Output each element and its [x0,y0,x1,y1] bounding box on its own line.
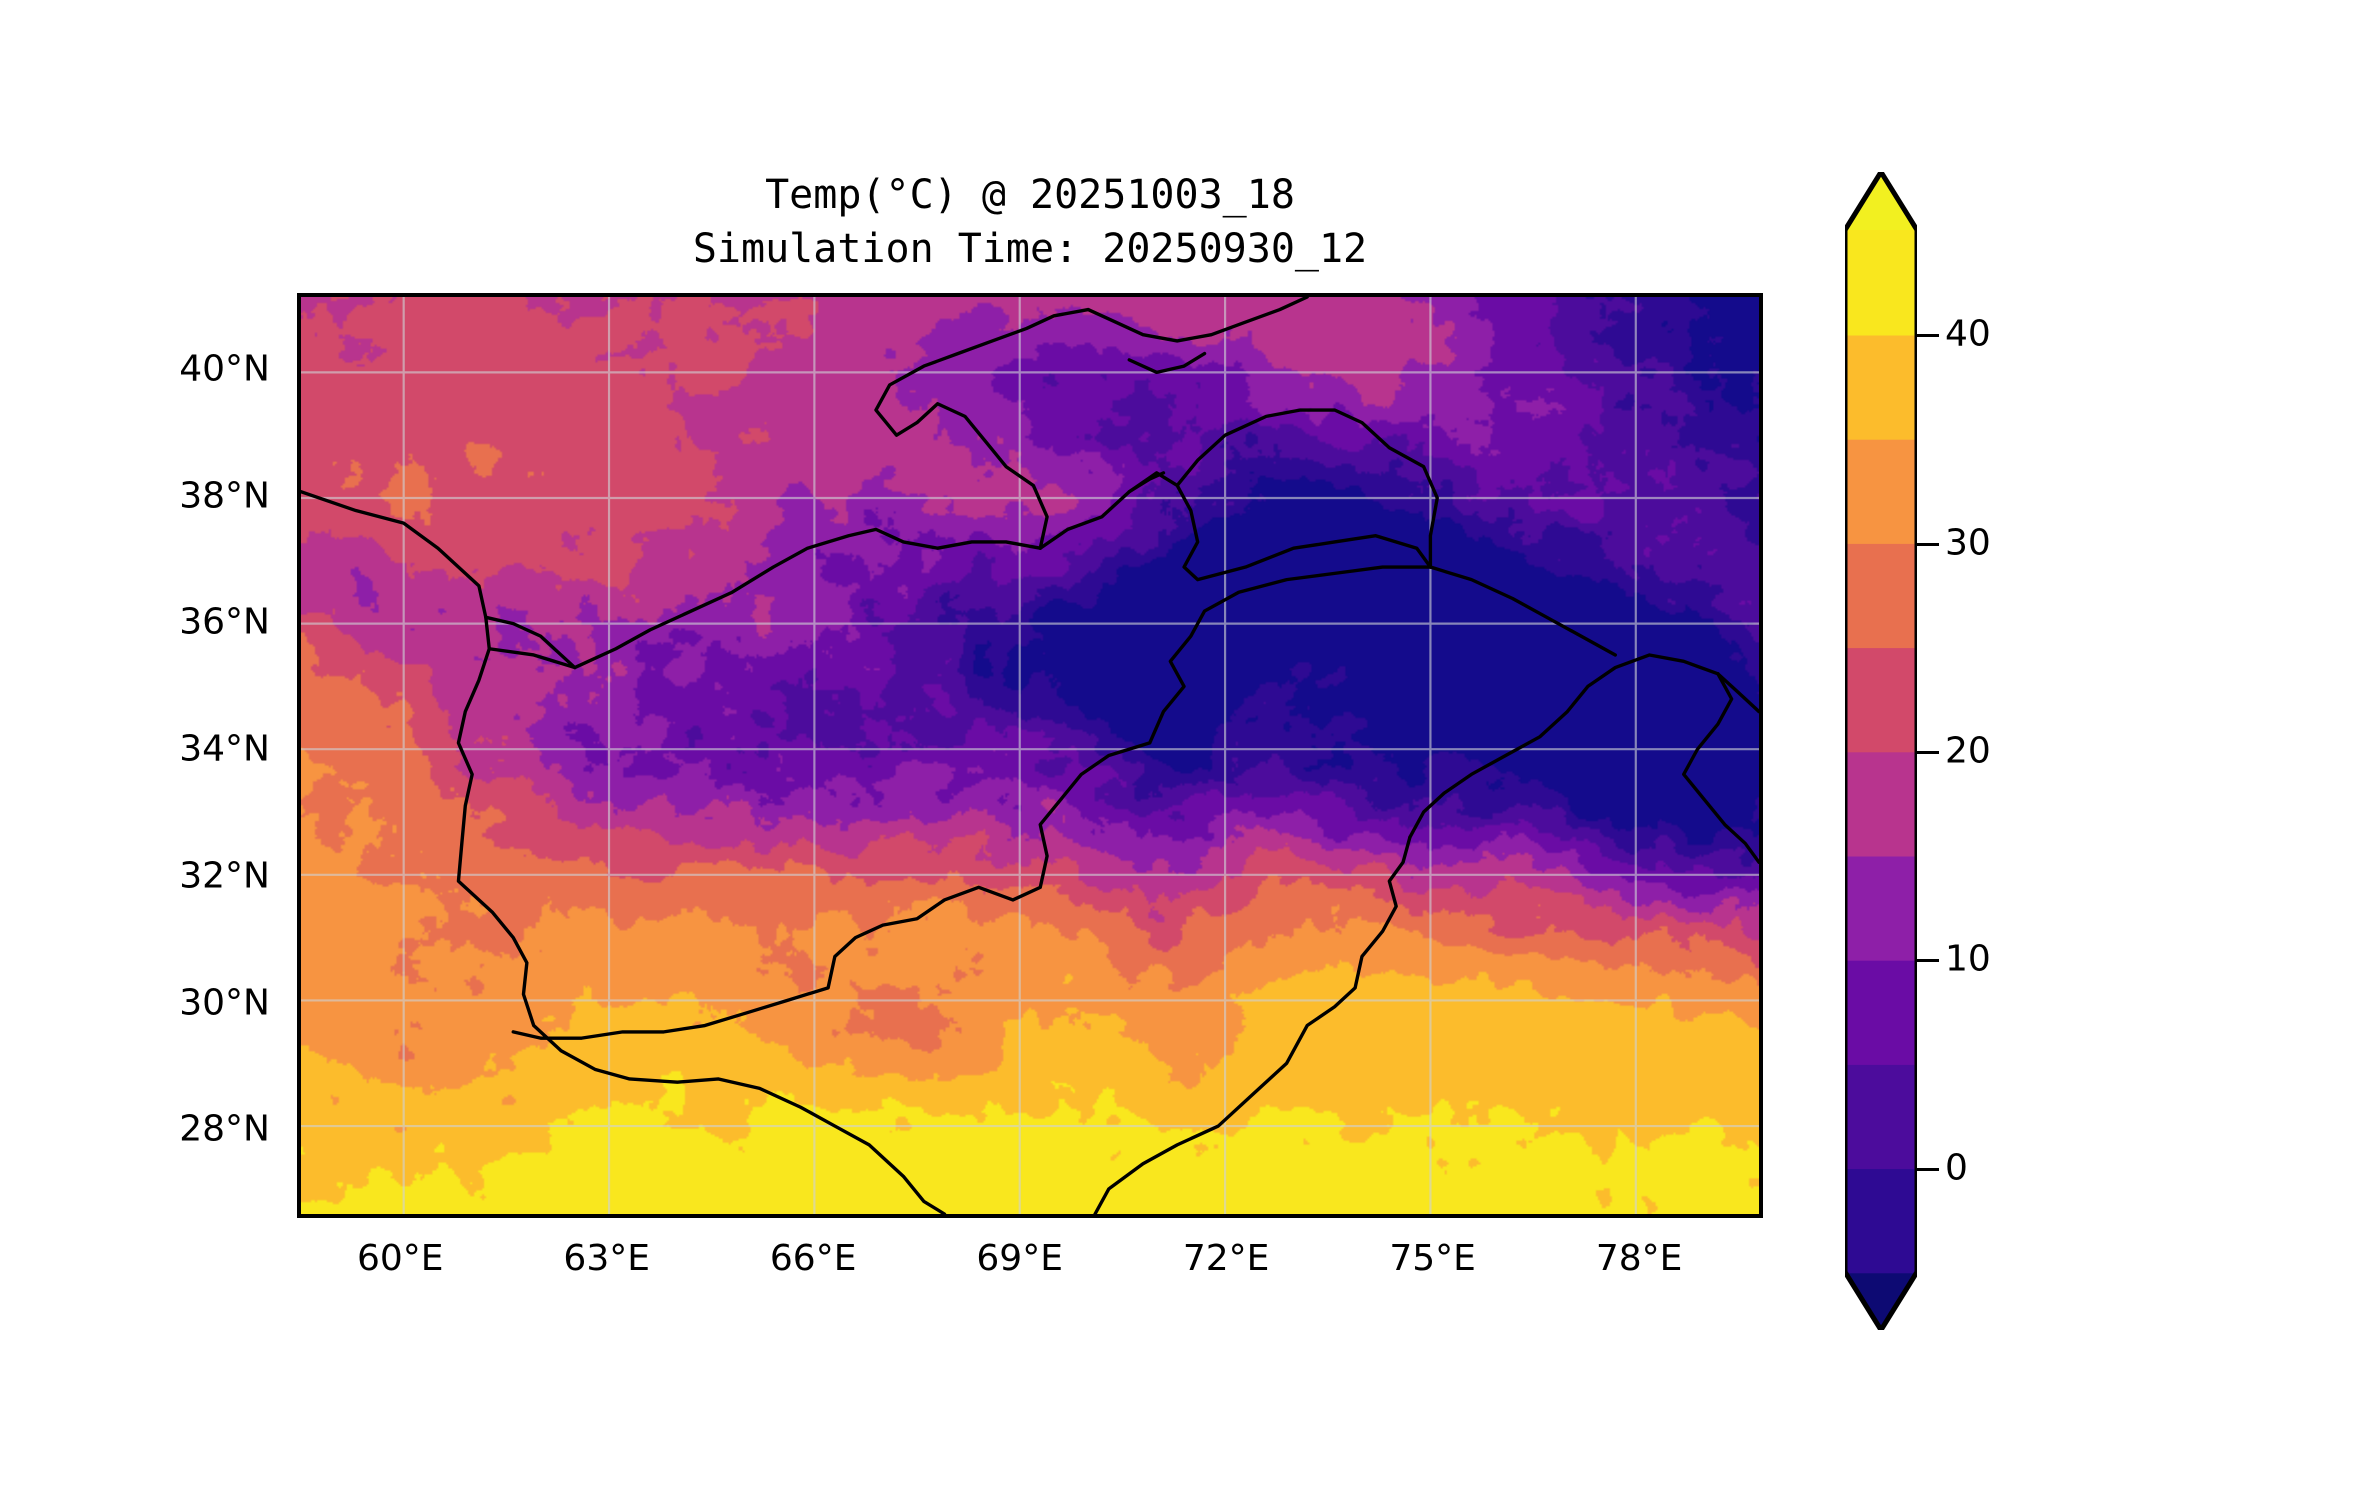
map-axes [297,293,1763,1218]
colorbar-over-arrow [1845,172,1917,230]
longitude-tick-72: 72°E [1182,1238,1270,1279]
latitude-tick-36: 36°N [179,601,270,643]
colorbar-tick-mark-30 [1917,542,1939,546]
latitude-tick-32: 32°N [179,855,270,897]
colorbar-tick-label-40: 40 [1945,313,1991,355]
colorbar-under-arrow [1845,1272,1917,1330]
latitude-tick-28: 28°N [179,1108,270,1150]
colorbar-band-2 [1845,959,1917,1065]
chart-title: Temp(°C) @ 20251003_18 Simulation Time: … [297,168,1763,276]
colorbar-band-9 [1845,230,1917,336]
longitude-tick-63: 63°E [563,1238,650,1279]
longitude-tick-69: 69°E [976,1238,1063,1279]
colorbar-tick-mark-0 [1917,1167,1939,1171]
latitude-tick-38: 38°N [179,475,270,517]
colorbar-band-7 [1845,438,1917,544]
latitude-tick-30: 30°N [179,982,270,1024]
colorbar-band-5 [1845,646,1917,753]
colorbar-band-0 [1845,1167,1917,1274]
colorbar-tick-label-30: 30 [1945,522,1991,564]
colorbar-tick-mark-20 [1917,751,1939,754]
longitude-tick-78: 78°E [1595,1238,1683,1279]
longitude-tick-60: 60°E [356,1238,444,1279]
colorbar-band-6 [1845,542,1917,649]
colorbar-tick-mark-10 [1917,959,1939,963]
colorbar-band-1 [1845,1063,1917,1170]
colorbar-tick-mark-40 [1917,334,1939,338]
longitude-tick-75: 75°E [1389,1238,1476,1279]
latitude-tick-40: 40°N [179,348,270,390]
colorbar-band-3 [1845,855,1917,961]
colorbar-tick-label-0: 0 [1945,1147,1968,1189]
temperature-field [301,297,1759,1214]
colorbar-tick-label-20: 20 [1945,730,1991,772]
longitude-tick-66: 66°E [769,1238,857,1279]
colorbar-band-4 [1845,751,1917,857]
colorbar-band-8 [1845,334,1917,440]
title-line-2: Simulation Time: 20250930_12 [692,226,1368,272]
title-line-1: Temp(°C) @ 20251003_18 [765,172,1295,218]
colorbar-tick-label-10: 10 [1945,938,1991,980]
latitude-tick-34: 34°N [179,728,270,770]
colorbar: 0 10 20 30 40 [1845,172,1991,1330]
